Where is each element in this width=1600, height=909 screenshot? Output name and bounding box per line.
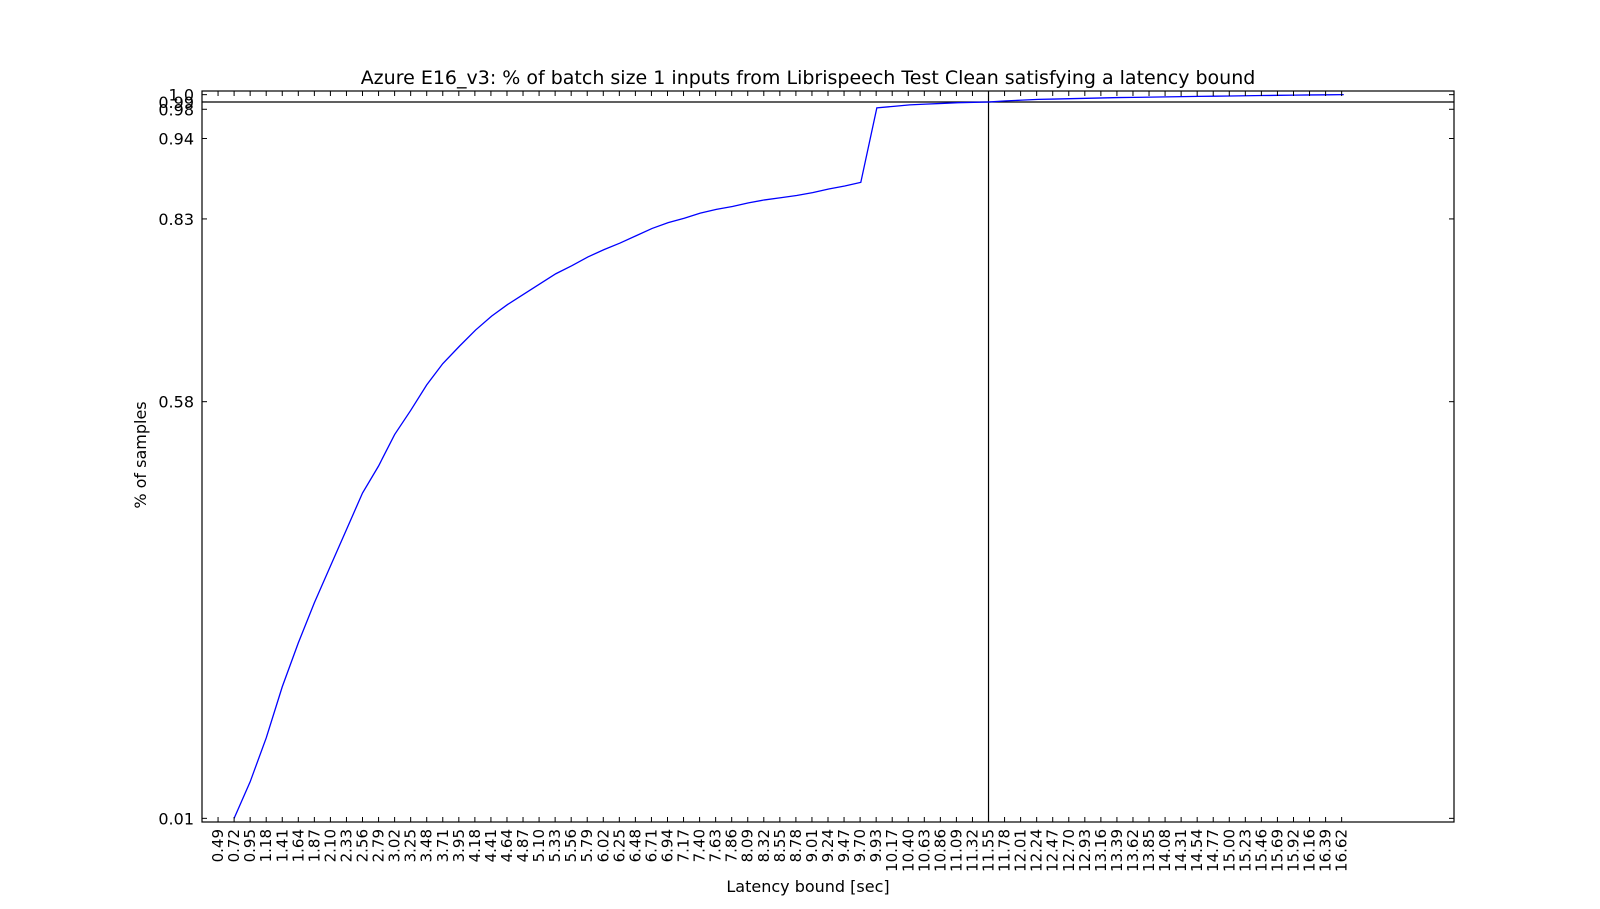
- x-tick-label: 14.54: [1188, 829, 1206, 872]
- x-tick-label: 15.23: [1236, 829, 1254, 872]
- x-tick-label: 2.33: [337, 829, 355, 862]
- x-tick-label: 7.40: [691, 829, 709, 862]
- x-tick-label: 13.16: [1092, 829, 1110, 872]
- x-tick-label: 1.64: [289, 829, 307, 862]
- x-tick-label: 12.70: [1060, 829, 1078, 872]
- series-layer: [233, 94, 1344, 819]
- x-tick-label: 9.47: [835, 829, 853, 862]
- x-tick-label: 12.47: [1044, 829, 1062, 872]
- y-tick-label: 0.98: [158, 100, 194, 119]
- x-tick-label: 13.62: [1124, 829, 1142, 872]
- x-tick-label: 6.25: [610, 829, 628, 862]
- y-axis-label: % of samples: [131, 401, 150, 508]
- reference-lines: [202, 91, 1454, 822]
- x-tick-label: 2.56: [354, 829, 372, 862]
- x-tick-label: 5.10: [530, 829, 548, 862]
- x-tick-label: 1.18: [257, 829, 275, 862]
- x-tick-label: 12.93: [1076, 829, 1094, 872]
- x-tick-label: 16.39: [1317, 829, 1335, 872]
- y-tick-label: 0.99: [158, 93, 194, 112]
- x-tick-label: 14.77: [1204, 829, 1222, 872]
- x-tick-label: 15.00: [1220, 829, 1238, 872]
- x-tick-label: 10.17: [883, 829, 901, 872]
- x-tick-label: 10.40: [899, 829, 917, 872]
- x-tick-label: 8.55: [771, 829, 789, 862]
- x-tick-label: 10.86: [931, 829, 949, 872]
- x-tick-label: 0.95: [241, 829, 259, 862]
- x-tick-label: 8.32: [755, 829, 773, 862]
- x-tick-label: 9.01: [803, 829, 821, 862]
- x-tick-label: 6.94: [658, 829, 676, 862]
- x-tick-label: 5.33: [546, 829, 564, 862]
- x-tick-label: 6.02: [594, 829, 612, 862]
- x-tick-label: 7.17: [675, 829, 693, 862]
- y-tick-label: 0.94: [158, 130, 194, 149]
- y-tick-label: 0.01: [158, 809, 194, 828]
- x-tick-label: 1.87: [305, 829, 323, 862]
- y-tick-label: 0.83: [158, 210, 194, 229]
- x-axis-ticks: 0.490.720.951.181.411.641.872.102.332.56…: [209, 91, 1351, 872]
- x-tick-label: 3.71: [434, 829, 452, 862]
- y-tick-label: 1.0: [169, 86, 194, 105]
- x-tick-label: 0.49: [209, 829, 227, 862]
- x-tick-label: 4.18: [466, 829, 484, 862]
- x-tick-label: 0.72: [225, 829, 243, 862]
- x-tick-label: 6.71: [642, 829, 660, 862]
- x-tick-label: 4.41: [482, 829, 500, 862]
- x-tick-label: 16.16: [1301, 829, 1319, 872]
- x-tick-label: 15.92: [1284, 829, 1302, 872]
- x-tick-label: 2.79: [370, 829, 388, 862]
- x-tick-label: 5.56: [562, 829, 580, 862]
- x-tick-label: 14.08: [1156, 829, 1174, 872]
- x-tick-label: 11.09: [947, 829, 965, 872]
- x-tick-label: 9.70: [851, 829, 869, 862]
- x-tick-label: 11.78: [996, 829, 1014, 872]
- x-tick-label: 3.95: [450, 829, 468, 862]
- chart-title: Azure E16_v3: % of batch size 1 inputs f…: [361, 67, 1256, 89]
- x-tick-label: 13.39: [1108, 829, 1126, 872]
- x-tick-label: 15.46: [1252, 829, 1270, 872]
- x-tick-label: 12.24: [1028, 829, 1046, 872]
- x-tick-label: 9.93: [867, 829, 885, 862]
- plot-frame: [201, 90, 1455, 823]
- x-tick-label: 8.09: [739, 829, 757, 862]
- x-tick-label: 11.32: [963, 829, 981, 872]
- x-tick-label: 7.63: [707, 829, 725, 862]
- x-tick-label: 5.79: [578, 829, 596, 862]
- x-tick-label: 4.64: [498, 829, 516, 862]
- x-tick-label: 14.31: [1172, 829, 1190, 872]
- y-tick-label: 0.58: [158, 393, 194, 412]
- x-tick-label: 10.63: [915, 829, 933, 872]
- x-tick-label: 8.78: [787, 829, 805, 862]
- series-line-0: [233, 94, 1344, 819]
- x-tick-label: 13.85: [1140, 829, 1158, 872]
- x-tick-label: 9.24: [819, 829, 837, 862]
- y-axis-ticks: 0.01 0.58 0.83 0.94 0.980.991.0: [158, 86, 1454, 828]
- x-tick-label: 11.55: [980, 829, 998, 872]
- x-tick-label: 16.62: [1333, 829, 1351, 872]
- x-tick-label: 3.25: [402, 829, 420, 862]
- x-tick-label: 1.41: [273, 829, 291, 862]
- x-tick-label: 7.86: [723, 829, 741, 862]
- x-tick-label: 3.02: [386, 829, 404, 862]
- x-tick-label: 2.10: [321, 829, 339, 862]
- x-tick-label: 15.69: [1268, 829, 1286, 872]
- x-tick-label: 4.87: [514, 829, 532, 862]
- x-tick-label: 12.01: [1012, 829, 1030, 872]
- x-tick-label: 6.48: [626, 829, 644, 862]
- x-tick-label: 3.48: [418, 829, 436, 862]
- x-axis-label: Latency bound [sec]: [726, 877, 889, 896]
